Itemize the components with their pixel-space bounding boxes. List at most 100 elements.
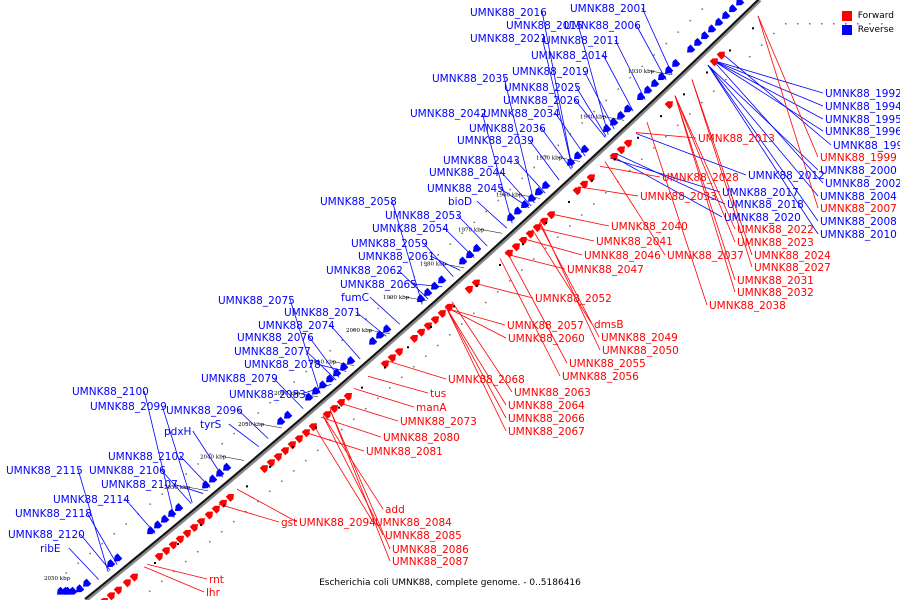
reverse-connector: [707, 64, 819, 197]
gene-label-forward: UMNK88_2037: [667, 250, 744, 262]
reverse-gene: [277, 416, 286, 425]
gene-shape: [715, 17, 724, 26]
gene-label-reverse: fumC: [341, 292, 369, 304]
forward-gene: [709, 58, 718, 67]
reverse-connector: [712, 59, 824, 107]
gene-label-reverse: UMNK88_2100: [72, 386, 149, 398]
gene-label-forward: UMNK88_1999: [820, 152, 897, 164]
gene-label-reverse: UMNK88_2102: [108, 451, 185, 463]
gene-shape: [284, 410, 293, 419]
gene-shape: [637, 92, 646, 101]
track-dot: [820, 22, 823, 25]
track-dot: [556, 236, 559, 239]
reverse-connector: [514, 159, 546, 194]
track-dot: [113, 532, 116, 535]
gene-shape: [347, 356, 356, 364]
forward-connector: [367, 375, 429, 394]
gene-label-reverse: UMNK88_2034: [483, 108, 560, 120]
forward-gene: [182, 529, 191, 538]
gene-shape: [376, 330, 385, 339]
forward-gene: [464, 285, 473, 294]
reverse-gene: [459, 256, 468, 265]
reverse-gene: [729, 4, 738, 13]
reverse-connector: [173, 483, 204, 494]
reverse-connector: [316, 363, 347, 372]
scale-tick-line: [479, 229, 503, 234]
gene-label-reverse: UMNK88_2106: [89, 465, 166, 477]
reverse-gene: [424, 287, 433, 296]
gene-label-forward: UMNK88_2028: [662, 172, 739, 184]
gene-shape: [665, 65, 674, 74]
reverse-connector: [500, 171, 532, 207]
gene-label-forward: dmsB: [594, 319, 624, 331]
track-dot: [461, 232, 464, 235]
reverse-connector: [79, 533, 111, 571]
reverse-gene: [574, 151, 583, 160]
gene-label-forward: UMNK88_2060: [508, 333, 585, 345]
feature-mark: [384, 366, 386, 369]
scale-tick-label: 2030 kbp: [238, 422, 265, 428]
track-dot: [101, 542, 104, 545]
reverse-gene: [514, 206, 523, 215]
feature-mark: [545, 222, 547, 225]
scale-tick-label: 1930 kbp: [628, 69, 655, 75]
track-dot: [605, 99, 608, 102]
gene-label-reverse: UMNK88_2000: [820, 165, 897, 177]
gene-shape: [658, 72, 667, 81]
gene-label-reverse: UMNK88_2074: [258, 320, 335, 332]
track-dot: [832, 22, 835, 25]
gene-shape: [340, 362, 349, 371]
reverse-connector: [397, 269, 429, 300]
track-dot: [641, 65, 644, 68]
feature-mark: [660, 115, 662, 118]
forward-gene: [546, 211, 555, 220]
track-dot: [460, 323, 463, 325]
track-dot: [149, 503, 152, 506]
track-dot: [184, 560, 187, 563]
reverse-gene: [417, 294, 426, 303]
gene-label-forward: UMNK88_2057: [507, 320, 584, 332]
reverse-gene: [567, 157, 576, 166]
reverse-connector: [355, 311, 387, 337]
track-dot: [160, 580, 163, 583]
gene-shape: [444, 303, 453, 312]
gene-label-forward: UMNK88_2084: [375, 517, 452, 529]
gene-shape: [333, 368, 342, 377]
forward-connector: [674, 95, 736, 281]
reverse-gene: [535, 187, 544, 196]
forward-gene: [211, 505, 220, 514]
track-dot: [341, 339, 344, 342]
forward-gene: [204, 511, 213, 520]
forward-gene: [579, 180, 588, 189]
reverse-connector: [160, 469, 192, 504]
track-dot: [220, 530, 223, 533]
reverse-gene: [340, 362, 349, 371]
reverse-connector: [614, 152, 726, 205]
gene-shape: [504, 249, 513, 258]
reverse-gene: [438, 275, 447, 284]
scale-tick-label: 2050 kbp: [44, 576, 71, 582]
gene-shape: [113, 586, 122, 595]
feature-mark: [338, 406, 340, 409]
forward-gene: [518, 236, 527, 245]
forward-gene: [308, 423, 317, 432]
gene-label-reverse: UMNK88_2076: [237, 332, 314, 344]
gene-shape: [64, 586, 73, 595]
forward-connector: [499, 258, 561, 377]
feature-mark: [499, 263, 501, 266]
track-dot: [593, 110, 596, 113]
feature-mark: [154, 561, 156, 564]
gene-shape: [107, 559, 116, 568]
gene-shape: [259, 465, 268, 474]
forward-gene: [623, 139, 632, 148]
track-dot: [617, 88, 620, 90]
scale-tick-label: 1960 kbp: [496, 192, 523, 198]
gene-shape: [532, 224, 541, 233]
gene-shape: [511, 243, 520, 252]
gene-shape: [216, 468, 225, 477]
track-dot: [557, 144, 560, 147]
gene-shape: [83, 578, 92, 587]
forward-gene: [106, 592, 115, 600]
reverse-gene: [736, 0, 745, 6]
gene-shape: [709, 58, 718, 67]
